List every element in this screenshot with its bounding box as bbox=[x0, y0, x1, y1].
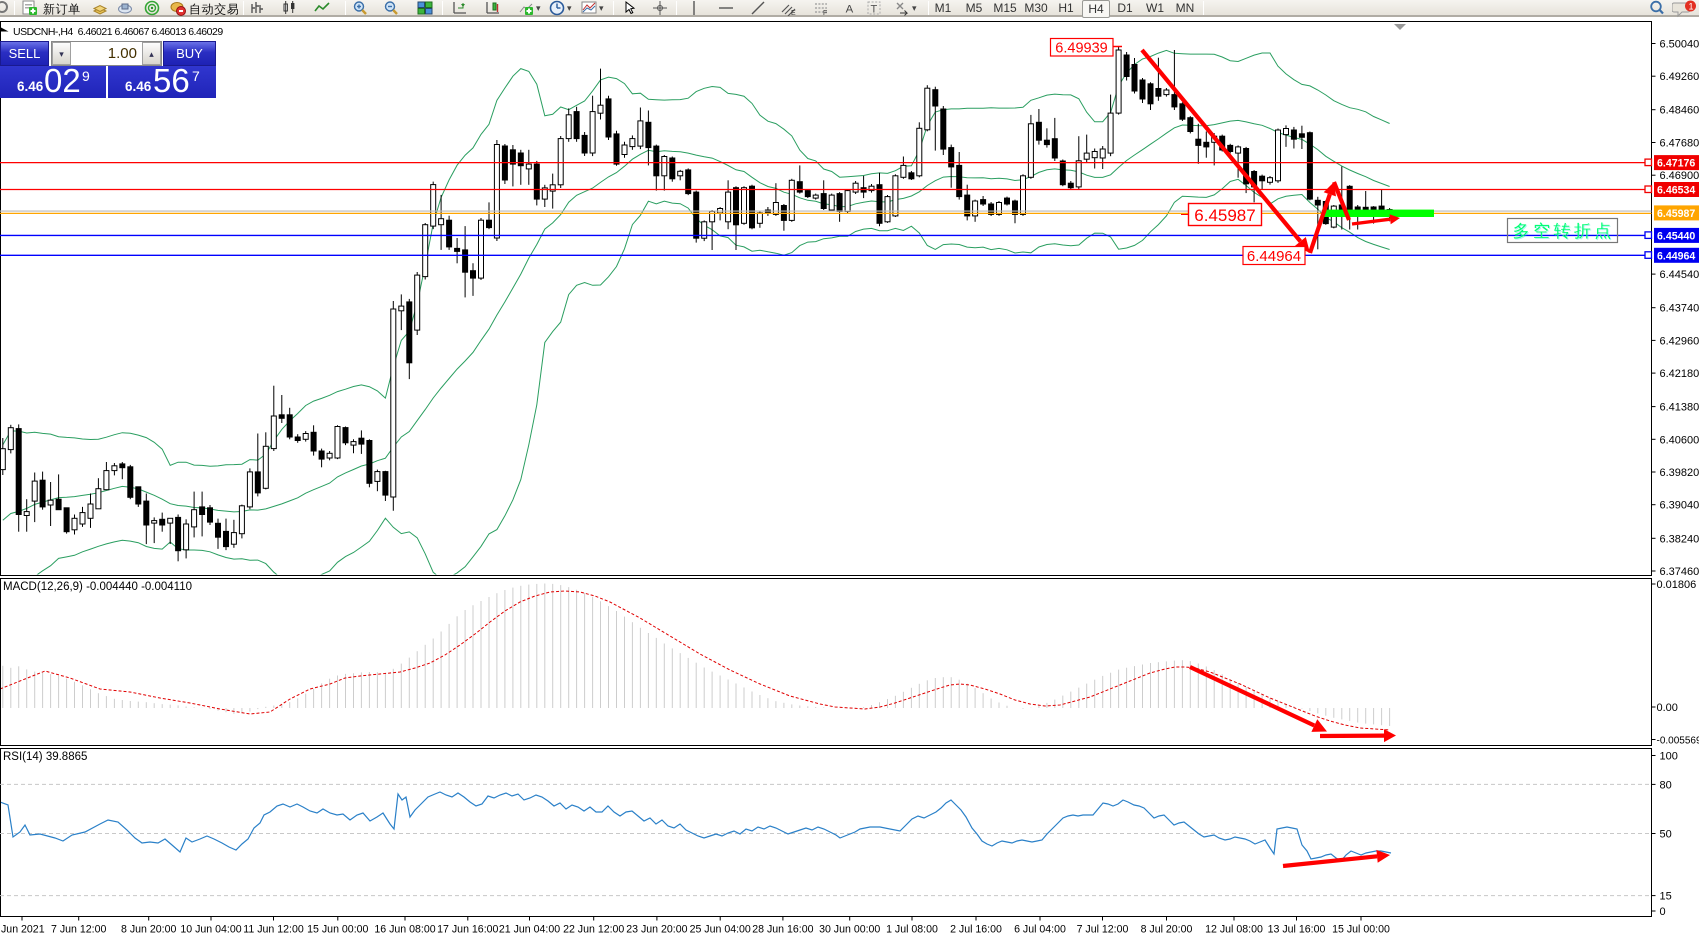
svg-text:28 Jun 16:00: 28 Jun 16:00 bbox=[752, 924, 813, 936]
svg-text:MACD(12,26,9) -0.004440 -0.004: MACD(12,26,9) -0.004440 -0.004110 bbox=[3, 581, 192, 593]
svg-text:6.42960: 6.42960 bbox=[1660, 335, 1699, 347]
svg-text:6 Jul 04:00: 6 Jul 04:00 bbox=[1014, 924, 1066, 936]
svg-text:Jun 2021: Jun 2021 bbox=[1, 924, 45, 936]
svg-text:6.45987: 6.45987 bbox=[1194, 206, 1255, 225]
svg-text:-0.005569: -0.005569 bbox=[1657, 736, 1699, 747]
svg-text:2 Jul 16:00: 2 Jul 16:00 bbox=[950, 924, 1002, 936]
svg-text:8 Jun 20:00: 8 Jun 20:00 bbox=[121, 924, 176, 936]
svg-text:6.44540: 6.44540 bbox=[1660, 269, 1699, 281]
svg-text:10 Jun 04:00: 10 Jun 04:00 bbox=[180, 924, 241, 936]
svg-text:6.38240: 6.38240 bbox=[1660, 533, 1699, 545]
svg-text:6.47680: 6.47680 bbox=[1660, 138, 1699, 150]
svg-text:F: F bbox=[823, 10, 827, 16]
svg-text:6.39820: 6.39820 bbox=[1660, 467, 1699, 479]
svg-text:RSI(14) 39.8865: RSI(14) 39.8865 bbox=[3, 751, 87, 763]
svg-text:6.43740: 6.43740 bbox=[1660, 303, 1699, 315]
svg-text:0.00: 0.00 bbox=[1657, 702, 1678, 714]
svg-text:7 Jun 12:00: 7 Jun 12:00 bbox=[51, 924, 106, 936]
svg-text:6.46900: 6.46900 bbox=[1660, 170, 1699, 182]
svg-text:25 Jun 04:00: 25 Jun 04:00 bbox=[690, 924, 751, 936]
svg-text:6.47176: 6.47176 bbox=[1657, 158, 1695, 170]
svg-text:12 Jul 08:00: 12 Jul 08:00 bbox=[1205, 924, 1263, 936]
svg-text:6.48460: 6.48460 bbox=[1660, 105, 1699, 117]
svg-text:E: E bbox=[791, 10, 796, 16]
svg-text:7 Jul 12:00: 7 Jul 12:00 bbox=[1077, 924, 1129, 936]
svg-text:T: T bbox=[871, 4, 878, 16]
svg-text:6.40600: 6.40600 bbox=[1660, 434, 1699, 446]
svg-text:6.49939: 6.49939 bbox=[1055, 41, 1107, 57]
svg-text:100: 100 bbox=[1660, 751, 1678, 763]
svg-text:17 Jun 16:00: 17 Jun 16:00 bbox=[437, 924, 498, 936]
svg-text:21 Jun 04:00: 21 Jun 04:00 bbox=[499, 924, 560, 936]
svg-text:15 Jun 00:00: 15 Jun 00:00 bbox=[307, 924, 368, 936]
svg-text:6.50040: 6.50040 bbox=[1660, 39, 1699, 51]
svg-text:22 Jun 12:00: 22 Jun 12:00 bbox=[563, 924, 624, 936]
svg-text:6.45440: 6.45440 bbox=[1657, 230, 1695, 242]
svg-text:6.44964: 6.44964 bbox=[1247, 248, 1301, 265]
svg-text:13 Jul 16:00: 13 Jul 16:00 bbox=[1268, 924, 1326, 936]
svg-text:50: 50 bbox=[1660, 829, 1672, 841]
svg-text:1 Jul 08:00: 1 Jul 08:00 bbox=[886, 924, 938, 936]
svg-text:6.41380: 6.41380 bbox=[1660, 402, 1699, 414]
svg-text:11 Jun 12:00: 11 Jun 12:00 bbox=[243, 924, 304, 936]
svg-text:16 Jun 08:00: 16 Jun 08:00 bbox=[374, 924, 435, 936]
svg-text:6.49260: 6.49260 bbox=[1660, 71, 1699, 83]
svg-text:15: 15 bbox=[1660, 891, 1672, 903]
svg-text:6.37460: 6.37460 bbox=[1660, 566, 1699, 578]
svg-text:80: 80 bbox=[1660, 779, 1672, 791]
svg-text:0: 0 bbox=[1660, 906, 1666, 918]
svg-text:6.39040: 6.39040 bbox=[1660, 500, 1699, 512]
svg-text:6.45987: 6.45987 bbox=[1657, 208, 1695, 220]
svg-text:A: A bbox=[846, 3, 854, 15]
svg-text:6.46534: 6.46534 bbox=[1657, 185, 1695, 197]
svg-text:1: 1 bbox=[1689, 2, 1694, 12]
svg-text:30 Jun 00:00: 30 Jun 00:00 bbox=[819, 924, 880, 936]
svg-text:15 Jul 00:00: 15 Jul 00:00 bbox=[1332, 924, 1390, 936]
svg-text:6.42180: 6.42180 bbox=[1660, 368, 1699, 380]
svg-text:6.44964: 6.44964 bbox=[1657, 250, 1695, 262]
svg-text:8 Jul 20:00: 8 Jul 20:00 bbox=[1141, 924, 1193, 936]
svg-text:USDCNH-,H4 6.46021 6.46067 6.: USDCNH-,H4 6.46021 6.46067 6.46013 6.460… bbox=[13, 26, 223, 38]
svg-text:0.01806: 0.01806 bbox=[1657, 579, 1697, 591]
svg-text:23 Jun 20:00: 23 Jun 20:00 bbox=[626, 924, 687, 936]
